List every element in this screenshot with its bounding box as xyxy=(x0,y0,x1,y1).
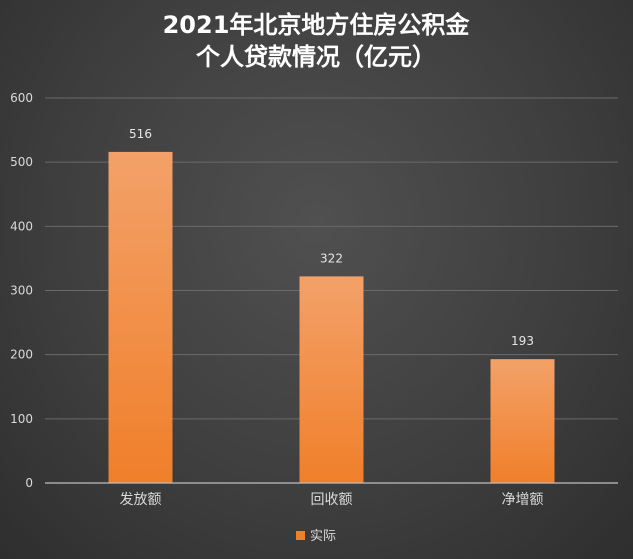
y-tick-label: 400 xyxy=(10,219,33,233)
data-label-3: 193 xyxy=(511,334,534,348)
bar-3 xyxy=(490,359,555,483)
y-tick-label: 100 xyxy=(10,412,33,426)
x-category-label-3: 净增额 xyxy=(502,492,544,508)
y-tick-label: 600 xyxy=(10,91,33,105)
y-axis-ticks: 0 100 200 300 400 500 600 xyxy=(10,91,33,490)
data-label-2: 322 xyxy=(320,251,343,265)
y-tick-label: 500 xyxy=(10,155,33,169)
legend-label: 实际 xyxy=(310,529,336,544)
y-tick-label: 0 xyxy=(25,476,33,490)
bar-2 xyxy=(299,276,364,483)
bars xyxy=(108,151,555,483)
y-tick-label: 300 xyxy=(10,284,33,298)
x-category-label-2: 回收额 xyxy=(311,492,353,508)
x-category-label-1: 发放额 xyxy=(120,492,162,508)
chart-title-line-2: 个人贷款情况（亿元） xyxy=(196,43,436,71)
legend-swatch xyxy=(296,531,305,540)
data-labels: 516 322 193 xyxy=(129,127,534,348)
legend: 实际 xyxy=(296,529,336,544)
bar-1 xyxy=(108,151,173,483)
data-label-1: 516 xyxy=(129,127,152,141)
chart-title-line-1: 2021年北京地方住房公积金 xyxy=(163,11,471,39)
x-axis-categories: 发放额 回收额 净增额 xyxy=(120,492,544,508)
y-tick-label: 200 xyxy=(10,348,33,362)
